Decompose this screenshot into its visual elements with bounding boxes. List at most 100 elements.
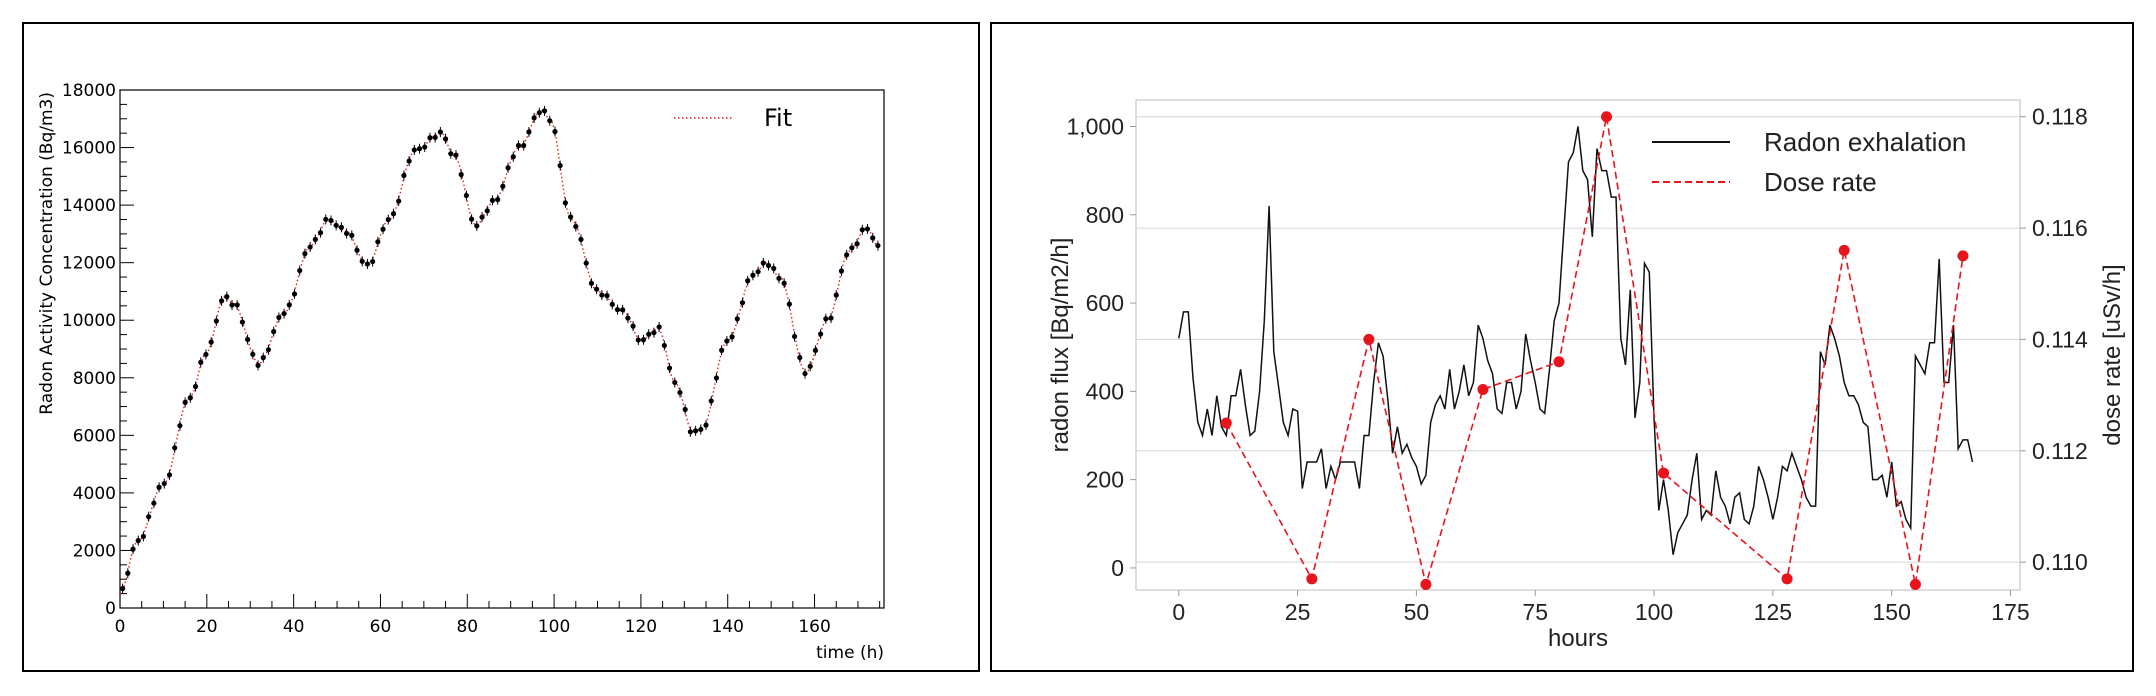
data-point [859,227,865,233]
data-point [375,239,381,245]
dose-rate-marker [1909,578,1921,590]
y-tick-label: 600 [1086,290,1124,316]
data-point [505,165,511,171]
data-point [828,315,834,321]
data-point [651,330,657,336]
data-point [864,226,871,232]
data-point [755,269,761,275]
data-point [385,216,391,223]
data-point [203,351,209,358]
data-point [343,230,350,237]
data-point [682,406,688,413]
radon-flux-dose-chart: 0 200 400 600 800 1,000 0.110 0.112 0.114 0.116 0.… [1047,99,2126,652]
radon-concentration-chart: 0 20 40 60 80 100 120 140 160 0 2000 4000 6000 8000 10… [37,81,885,663]
data-point [614,306,621,313]
x-tick-label: 80 [456,617,478,637]
x-tick-label: 0 [115,617,126,637]
data-point [578,236,584,243]
data-point [166,472,173,478]
data-point [666,365,673,371]
data-point [302,251,308,257]
dose-rate-line [1225,116,1964,588]
data-point [630,323,636,329]
data-point [218,298,225,304]
data-point [317,230,324,236]
data-point [854,241,860,247]
data-point [739,300,746,306]
data-point [875,242,881,249]
data-point [573,223,579,230]
x-tick-label: 140 [712,617,744,637]
data-point [724,338,730,344]
dose-rate-marker [1658,467,1670,479]
y-tick-label: 6000 [73,426,116,446]
data-point [469,216,475,222]
data-point [552,128,558,135]
data-point [349,232,355,238]
y-axis-label: radon flux [Bq/m2/h] [1047,238,1074,453]
plot-frame [1135,99,2021,591]
x-tick-label: 125 [1754,599,1792,625]
data-point [703,422,709,428]
data-point [677,389,683,396]
data-point [370,258,376,265]
data-point [411,147,417,153]
data-point [562,200,568,206]
y-tick-label: 8000 [73,369,116,389]
data-point [229,302,235,308]
data-point [151,500,157,506]
data-point [698,426,704,433]
data-point [354,247,360,253]
data-point [406,158,412,164]
data-point [588,280,595,286]
y2-tick-label: 0.116 [2032,215,2088,241]
data-point [547,118,553,124]
y-tick-label: 0 [1111,555,1124,581]
data-point [416,146,423,152]
data-point [521,142,527,149]
data-point [208,339,214,345]
x-tick-label: 100 [538,617,570,637]
x-tick-label: 25 [1285,599,1311,625]
dose-rate-marker [1781,573,1793,585]
data-point [276,314,282,321]
data-point [338,224,344,230]
fit-curve [119,109,881,595]
legend-dose-label: Dose rate [1764,167,1877,197]
data-point [297,267,303,274]
data-point [708,398,714,404]
dose-rate-marker [1477,384,1489,396]
data-point [844,252,850,258]
y-tick-label: 0 [105,599,116,619]
data-point [489,197,496,203]
x-tick-label: 160 [798,617,830,637]
data-point [510,154,516,160]
data-point [192,383,199,390]
x-axis-label: time (h) [816,643,884,663]
radon-exhalation-line [1178,126,1974,555]
x-tick-label: 75 [1522,599,1548,625]
y-tick-label: 10000 [62,311,116,331]
legend-radon-label: Radon exhalation [1764,127,1966,157]
data-point [239,319,246,325]
x-tick-label: 0 [1172,599,1185,625]
data-points [120,105,881,594]
data-point [786,301,792,307]
data-point [323,216,329,223]
data-point [390,211,397,217]
x-tick-label: 50 [1404,599,1430,625]
data-point [693,428,699,434]
data-point [771,265,777,272]
dose-rate-marker [1553,356,1565,368]
data-point [870,235,876,241]
data-point [635,337,641,343]
y-tick-label: 16000 [62,139,116,159]
data-point [734,316,740,322]
left-chart-panel: 0 20 40 60 80 100 120 140 160 0 2000 4000 6000 8000 10… [22,22,980,672]
data-point [432,134,438,141]
data-point [364,261,371,267]
data-point [640,337,647,343]
x-tick-label: 120 [625,617,657,637]
y2-tick-label: 0.114 [2032,326,2088,352]
data-point [396,198,402,204]
